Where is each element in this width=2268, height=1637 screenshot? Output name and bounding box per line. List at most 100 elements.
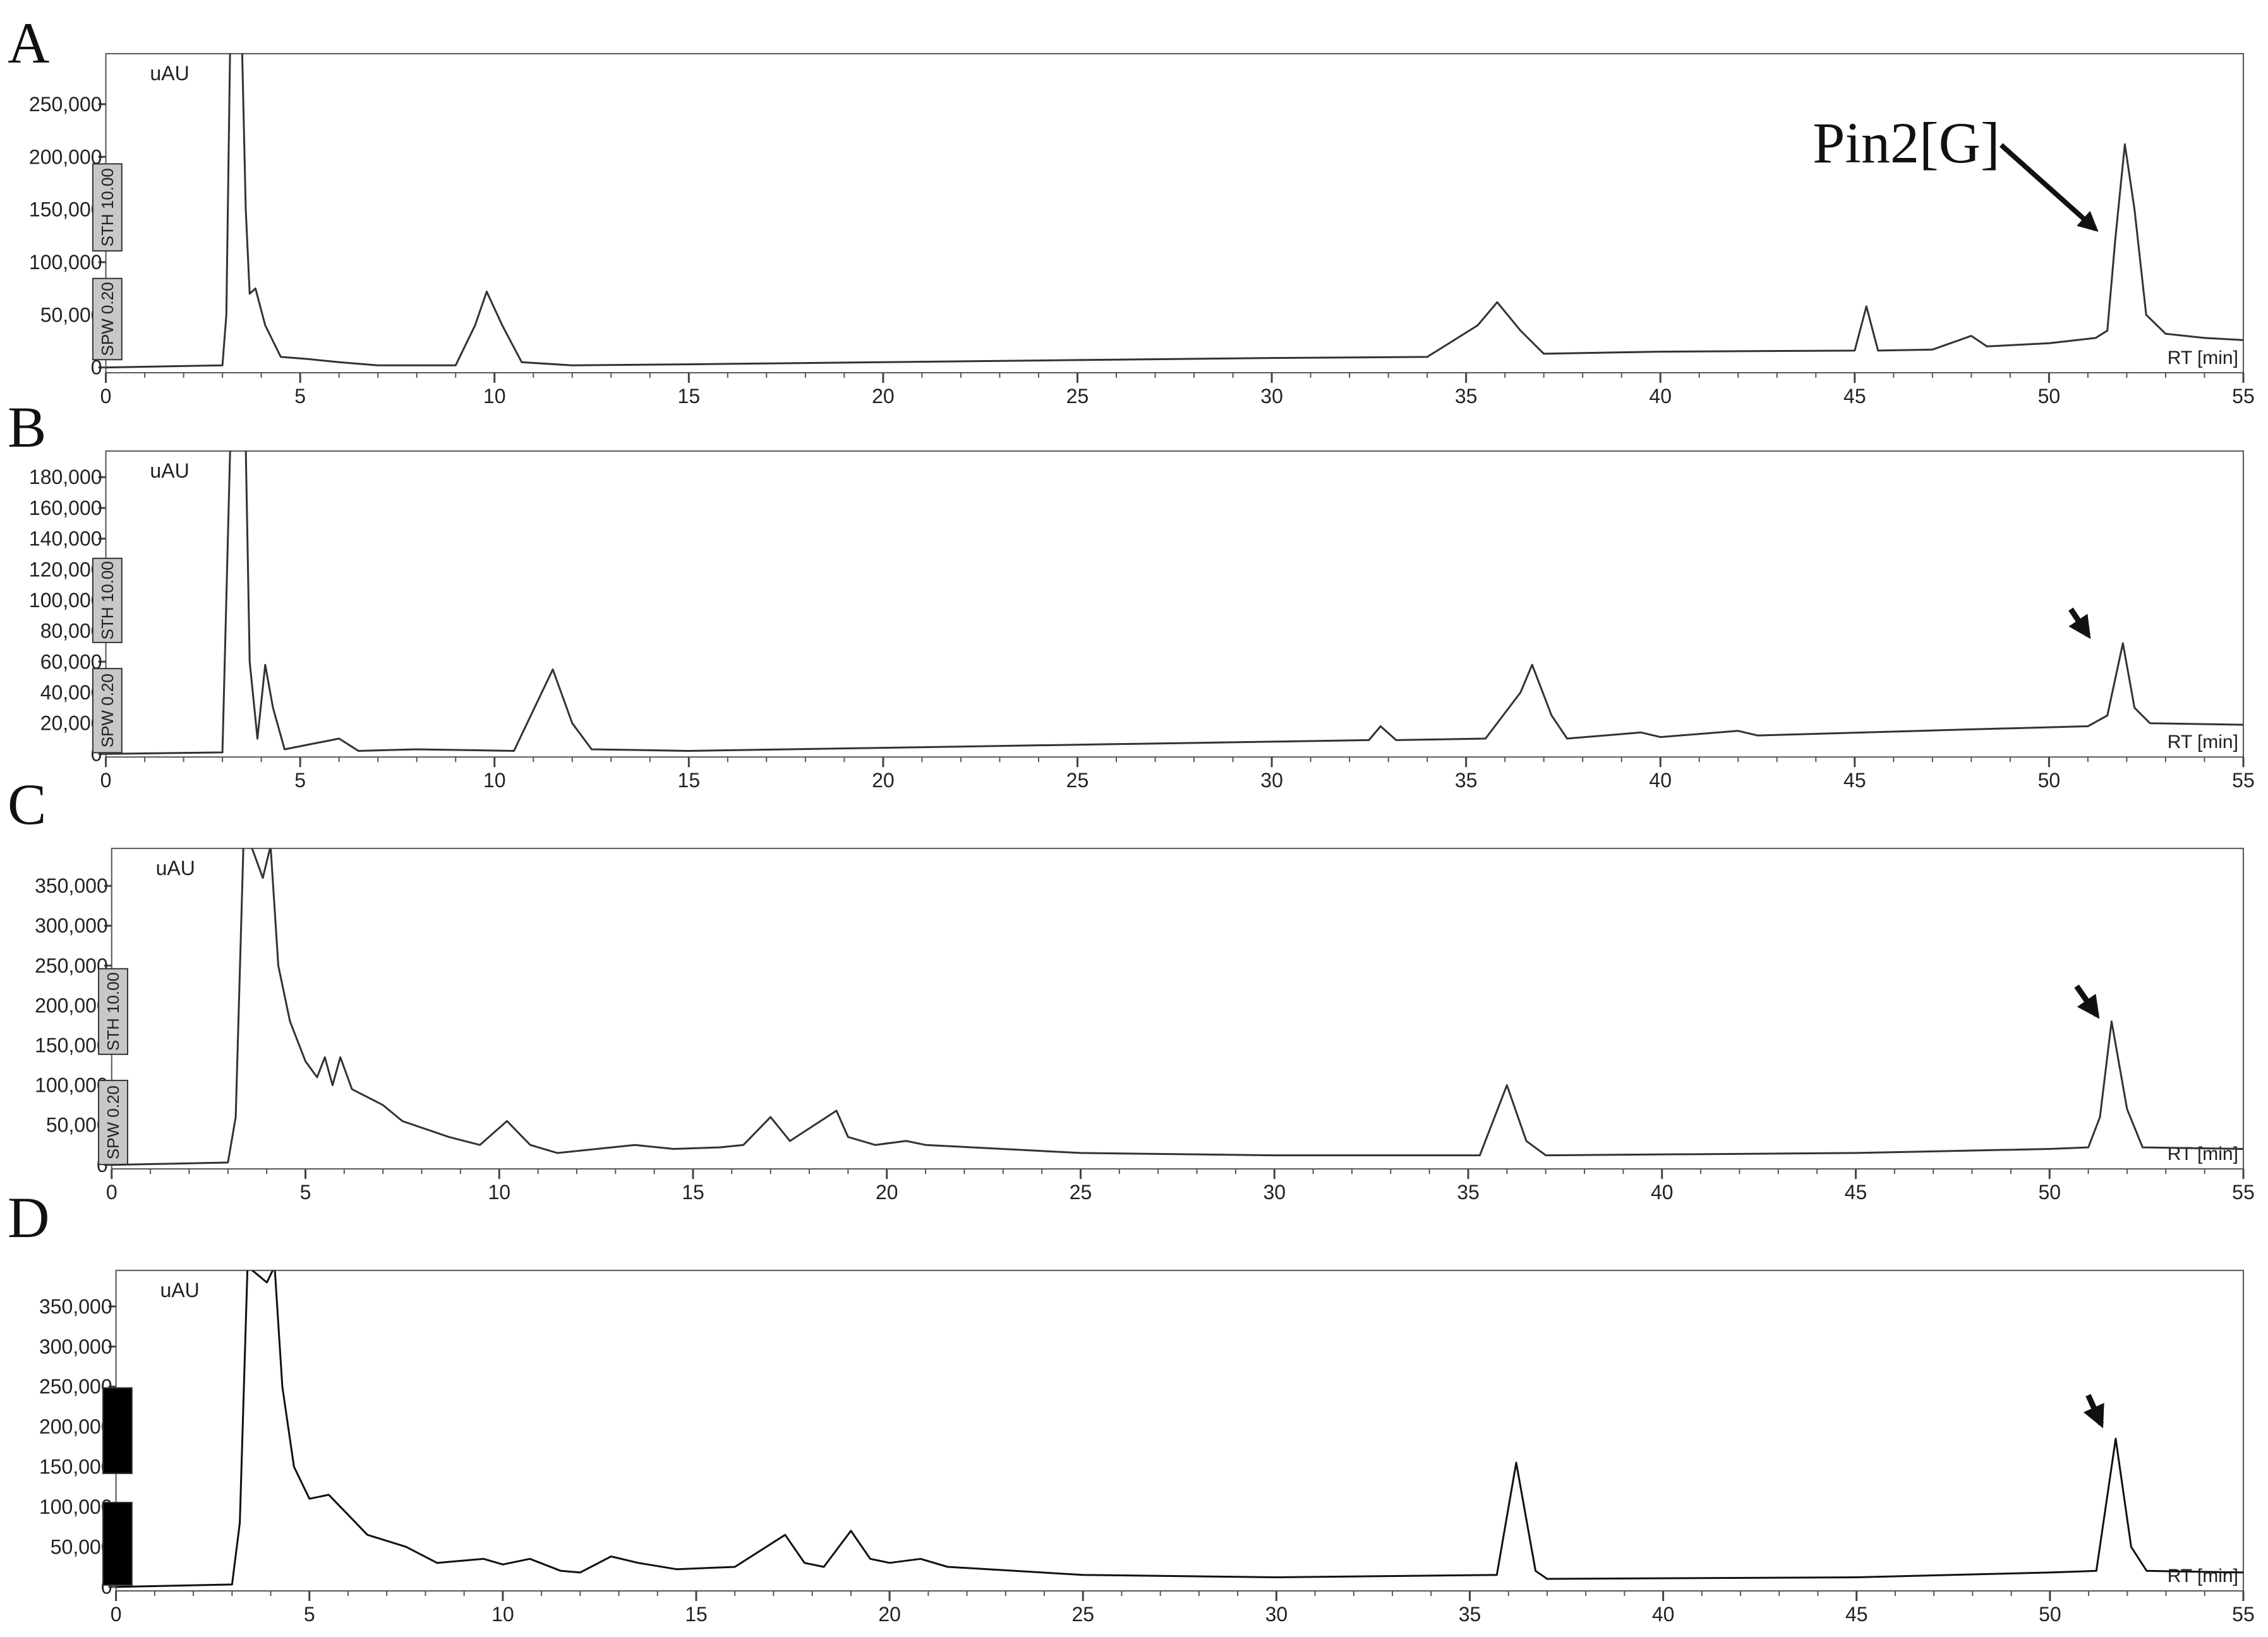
marker-box [102, 1387, 133, 1475]
y-axis-label: uAU [150, 62, 189, 85]
marker-box [98, 968, 128, 1055]
x-tick-label: 35 [1457, 1181, 1480, 1204]
y-tick-label: 20,000 [40, 712, 102, 735]
plot-frame [111, 847, 2244, 1170]
x-tick-label: 55 [2232, 385, 2255, 408]
x-axis-label: RT [min] [2168, 732, 2238, 752]
x-tick-label: 25 [1070, 1181, 1092, 1204]
y-tick-label: 100,000 [29, 251, 102, 274]
y-tick-label: 50,000 [46, 1114, 108, 1137]
x-tick-label: 15 [678, 385, 701, 408]
x-tick-label: 10 [483, 769, 506, 792]
y-tick-label: 200,000 [39, 1415, 112, 1438]
marker-box [92, 557, 123, 643]
x-tick-label: 50 [2038, 1181, 2061, 1204]
y-tick-label: 40,000 [40, 681, 102, 704]
x-tick-label: 30 [1265, 1603, 1288, 1626]
x-tick-label: 0 [106, 1181, 118, 1204]
y-tick-label: 180,000 [29, 466, 102, 488]
y-axis-label: uAU [150, 459, 189, 482]
x-tick-label: 5 [304, 1603, 315, 1626]
x-tick-label: 55 [2232, 1603, 2255, 1626]
x-tick-label: 35 [1455, 385, 1478, 408]
x-tick-label: 15 [685, 1603, 708, 1626]
panel-letter: B [8, 395, 46, 459]
y-tick-label: 100,000 [29, 589, 102, 612]
arrow [2083, 1394, 2104, 1429]
y-tick-label: 350,000 [35, 874, 108, 897]
y-tick-label: 200,000 [29, 145, 102, 168]
y-axis-label: uAU [156, 857, 195, 879]
y-tick-label: 150,000 [29, 198, 102, 221]
x-tick-label: 10 [483, 385, 506, 408]
plot-frame [115, 1269, 2244, 1592]
x-tick-label: 25 [1066, 769, 1089, 792]
x-tick-label: 40 [1649, 769, 1672, 792]
x-tick-label: 10 [492, 1603, 514, 1626]
marker-label: SPW 0.20 [98, 674, 117, 747]
x-tick-label: 20 [876, 1181, 898, 1204]
x-tick-label: 50 [2038, 385, 2061, 408]
y-tick-label: 150,000 [39, 1455, 112, 1478]
x-tick-label: 40 [1651, 1181, 1674, 1204]
marker-box [92, 277, 123, 361]
panel-letter: D [8, 1185, 49, 1250]
y-tick-label: 60,000 [40, 650, 102, 673]
x-tick-label: 20 [872, 385, 895, 408]
y-tick-label: 160,000 [29, 497, 102, 519]
marker-box [102, 1502, 133, 1586]
plot-frame [105, 450, 2244, 758]
x-tick-label: 35 [1455, 769, 1478, 792]
x-tick-label: 5 [294, 769, 306, 792]
x-tick-label: 50 [2039, 1603, 2061, 1626]
y-axis-label: uAU [160, 1279, 199, 1302]
panel-letter: A [8, 11, 49, 75]
x-tick-label: 40 [1649, 385, 1672, 408]
x-axis-label: RT [min] [2168, 1566, 2238, 1586]
arrow [2068, 607, 2091, 639]
y-tick-label: 300,000 [35, 914, 108, 937]
x-tick-label: 0 [100, 769, 112, 792]
y-tick-label: 200,000 [35, 994, 108, 1017]
x-tick-label: 15 [682, 1181, 704, 1204]
annotation: Pin2[G] [1813, 111, 2000, 175]
x-tick-label: 30 [1260, 769, 1283, 792]
marker-box [92, 163, 123, 252]
x-tick-label: 20 [878, 1603, 901, 1626]
x-tick-label: 45 [1843, 769, 1866, 792]
y-tick-label: 150,000 [35, 1034, 108, 1056]
y-tick-label: 120,000 [29, 558, 102, 581]
x-tick-label: 30 [1260, 385, 1283, 408]
y-tick-label: 250,000 [29, 93, 102, 116]
plot-frame [105, 52, 2244, 373]
x-tick-label: 15 [678, 769, 701, 792]
x-tick-label: 35 [1459, 1603, 1481, 1626]
x-tick-label: 40 [1652, 1603, 1675, 1626]
chromatogram-line [116, 1270, 2243, 1588]
x-tick-label: 0 [100, 385, 112, 408]
x-tick-label: 45 [1845, 1181, 1867, 1204]
marker-box [92, 668, 123, 754]
marker-label: SPW 0.20 [104, 1085, 123, 1159]
chromatogram-line [111, 848, 2243, 1166]
y-tick-label: 250,000 [35, 954, 108, 977]
x-tick-label: 25 [1066, 385, 1089, 408]
marker-label: STH 10.00 [98, 561, 117, 639]
y-tick-label: 250,000 [39, 1375, 112, 1398]
x-tick-label: 20 [872, 769, 895, 792]
arrow [1999, 143, 2099, 232]
y-tick-label: 300,000 [39, 1335, 112, 1358]
x-tick-label: 55 [2232, 769, 2255, 792]
y-tick-label: 50,000 [51, 1535, 112, 1558]
chromatogram-line [106, 53, 2243, 369]
x-tick-label: 55 [2232, 1181, 2255, 1204]
arrow [2074, 984, 2100, 1019]
marker-label: STH 10.00 [104, 972, 123, 1051]
x-tick-label: 30 [1263, 1181, 1286, 1204]
chromatogram-line [106, 450, 2243, 755]
x-tick-label: 45 [1845, 1603, 1868, 1626]
x-tick-label: 45 [1843, 385, 1866, 408]
y-tick-label: 100,000 [39, 1495, 112, 1518]
